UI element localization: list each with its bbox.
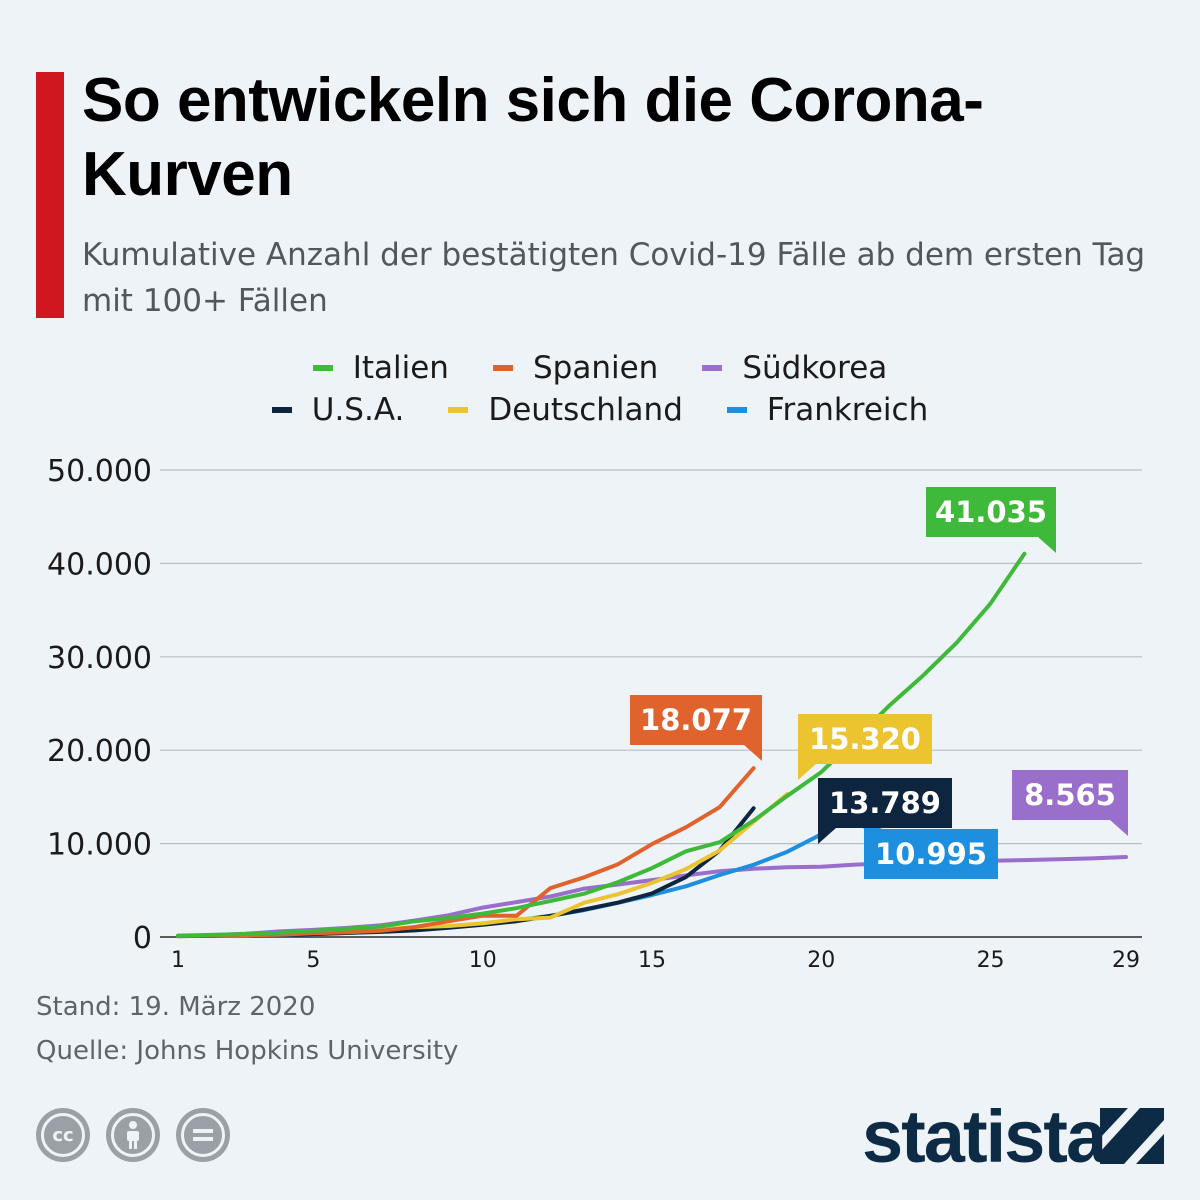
equals-icon-glyph [181, 1113, 225, 1157]
legend-label: Südkorea [742, 350, 888, 386]
y-tick-label: 20.000 [47, 734, 152, 769]
brand-name[interactable]: statista [862, 1095, 1107, 1178]
legend-item-usa: U.S.A. [271, 392, 405, 428]
legend-swatch [492, 365, 513, 371]
callout-box [864, 829, 998, 879]
legend-swatch [448, 407, 469, 413]
footer-source: Quelle: Johns Hopkins University [36, 1036, 459, 1066]
legend-label: Deutschland [488, 392, 683, 428]
x-tick-label: 1 [171, 948, 185, 973]
legend-item-frankreich: Frankreich [726, 392, 929, 428]
value-callout-spanien: 18.077 [630, 695, 762, 761]
x-tick-label: 10 [469, 948, 497, 973]
callout-value: 41.035 [935, 495, 1047, 529]
legend-item-suedkorea: Südkorea [702, 350, 887, 386]
license-icons: cc [36, 1108, 230, 1162]
title-accent-bar [36, 72, 64, 318]
attribution-icon-glyph [111, 1113, 155, 1157]
callout-box [798, 714, 932, 764]
legend-item-spanien: Spanien [492, 350, 659, 386]
legend-label: Spanien [532, 350, 659, 386]
y-tick-label: 40.000 [47, 547, 152, 582]
callout-box [630, 695, 762, 745]
statista-logo-icon [1100, 1108, 1164, 1164]
no-derivatives-icon[interactable] [176, 1108, 230, 1162]
y-axis-ticks: 0 10.000 20.000 30.000 40.000 50.000 [47, 454, 152, 956]
cc-icon-glyph: cc [41, 1113, 85, 1157]
callout-box [926, 487, 1056, 537]
equals-icon [193, 1129, 213, 1141]
series-line-italien [176, 551, 1027, 938]
series-lines [176, 551, 1128, 939]
x-tick-label: 29 [1112, 948, 1140, 973]
callout-box [1012, 770, 1128, 820]
callout-value: 18.077 [640, 703, 752, 737]
callout-pointer [744, 745, 762, 761]
callout-pointer [818, 828, 836, 844]
x-axis-ticks: 1 5 10 15 20 25 29 [171, 948, 1140, 973]
callout-value: 8.565 [1024, 778, 1116, 812]
end-value-labels: 8.565 10.995 13.789 15.320 18.077 41.035 [630, 487, 1128, 879]
callout-value: 13.789 [829, 786, 941, 820]
x-tick-label: 20 [807, 948, 835, 973]
y-tick-label: 30.000 [47, 641, 152, 676]
chart-subtitle: Kumulative Anzahl der bestätigten Covid-… [82, 237, 1146, 319]
value-callout-usa: 13.789 [818, 778, 952, 844]
legend-swatch [271, 407, 292, 413]
person-icon [127, 1121, 139, 1149]
value-callout-italien: 41.035 [926, 487, 1056, 553]
callout-pointer [798, 764, 816, 780]
gridlines [160, 469, 1142, 938]
chart-title: So entwickeln sich die Corona-Kurven [82, 66, 984, 209]
legend-row-1: Italien Spanien Südkorea [0, 350, 1200, 386]
x-tick-label: 5 [306, 948, 320, 973]
x-tick-label: 15 [638, 948, 666, 973]
callout-value: 10.995 [875, 837, 987, 871]
callout-pointer [1110, 820, 1128, 836]
legend-label: U.S.A. [311, 392, 405, 428]
legend-row-2: U.S.A. Deutschland Frankreich [0, 392, 1200, 428]
legend-label: Frankreich [766, 392, 929, 428]
cc-icon[interactable]: cc [36, 1108, 90, 1162]
x-tick-label: 25 [977, 948, 1005, 973]
legend-item-deutschland: Deutschland [448, 392, 683, 428]
legend-item-italien: Italien [312, 350, 449, 386]
y-tick-label: 10.000 [47, 828, 152, 863]
legend-swatch [726, 407, 747, 413]
y-tick-label: 0 [133, 921, 152, 956]
legend-label: Italien [352, 350, 449, 386]
footer-date: Stand: 19. März 2020 [36, 992, 316, 1022]
callout-value: 15.320 [809, 722, 921, 756]
legend-swatch [312, 365, 333, 371]
callout-box [818, 778, 952, 828]
value-callout-sdkorea: 8.565 [1012, 770, 1128, 836]
callout-pointer [1038, 537, 1056, 553]
value-callout-frankreich: 10.995 [848, 813, 998, 879]
value-callout-deutschland: 15.320 [798, 714, 932, 780]
attribution-icon[interactable] [106, 1108, 160, 1162]
legend-swatch [702, 365, 723, 371]
y-tick-label: 50.000 [47, 454, 152, 489]
